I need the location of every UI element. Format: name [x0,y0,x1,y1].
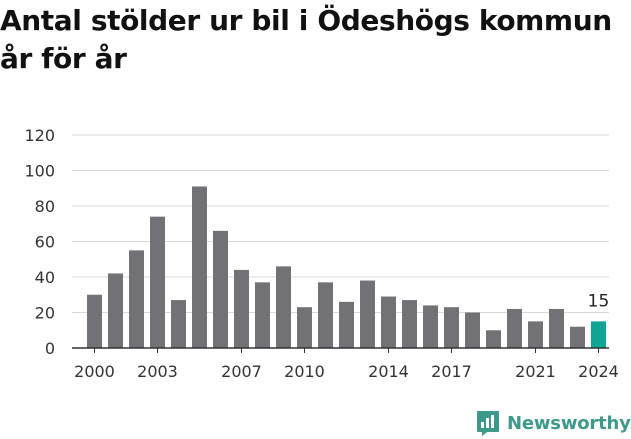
data-labels: 15 [588,291,610,311]
bar-2014 [381,296,396,348]
x-tick-label: 2024 [578,362,619,381]
y-tick-label: 80 [35,197,55,216]
bar-2004 [171,300,186,348]
bar-2022 [549,308,564,348]
bar-2010 [297,307,312,348]
x-tick-label: 2017 [431,362,472,381]
bar-2002 [129,250,144,348]
bar-2017 [444,307,459,348]
chart-title: Antal stölder ur bil i Ödeshögs kommun å… [0,4,612,75]
newsworthy-logo-icon [477,410,499,436]
bar-2006 [213,230,228,348]
bar-2003 [150,216,165,348]
bar-2012 [339,301,354,348]
bar-2023 [570,326,585,348]
bar-2008 [255,282,270,348]
y-tick-label: 100 [24,162,55,181]
bar-2019 [486,330,501,348]
x-tick-label: 2003 [137,362,178,381]
bar-2016 [423,305,438,348]
bar-2011 [318,282,333,348]
bar-2013 [360,280,375,348]
bar-2005 [192,186,207,348]
y-tick-label: 0 [45,339,55,358]
bars [87,186,606,348]
y-tick-label: 40 [35,268,55,287]
bar-2007 [234,269,249,348]
y-tick-label: 20 [35,304,55,323]
x-tick-label: 2014 [368,362,409,381]
y-tick-label: 60 [35,233,55,252]
x-tick-label: 2007 [221,362,262,381]
x-tick-label: 2021 [515,362,556,381]
x-axis-ticks: 2000 2003 2007 2010 2014 2017 2021 2024 [74,348,619,381]
bar-2018 [465,312,480,348]
bar-2009 [276,266,291,348]
bar-2021 [528,321,543,348]
bar-2024 [591,321,606,348]
data-label-2024: 15 [588,291,610,311]
y-axis-ticks: 0 20 40 60 80 100 120 [24,126,55,358]
bar-2000 [87,294,102,348]
x-tick-label: 2000 [74,362,115,381]
bar-2015 [402,300,417,348]
brand-name: Newsworthy [507,412,631,434]
bar-2020 [507,308,522,348]
brand-logo: Newsworthy [476,408,631,438]
y-tick-label: 120 [24,126,55,145]
x-tick-label: 2010 [284,362,325,381]
bar-2001 [108,273,123,348]
